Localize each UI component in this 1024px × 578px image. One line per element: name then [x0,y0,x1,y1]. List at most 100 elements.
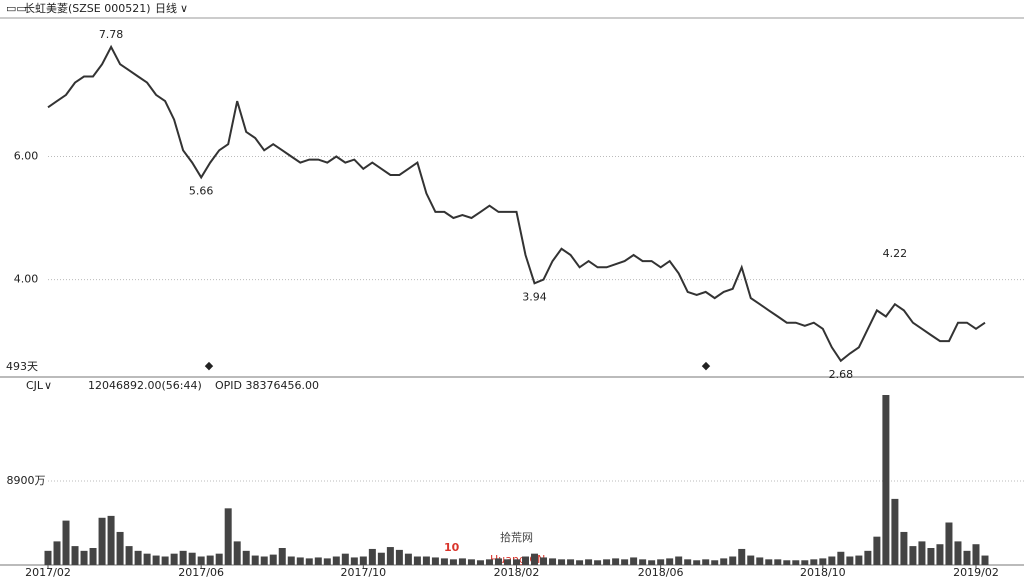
volume-bar [981,555,989,565]
volume-bar [332,556,340,565]
volume-bar [116,531,124,565]
volume-bar [98,517,106,565]
indicator-values: 12046892.00(56:44) [88,379,202,392]
volume-bar [215,553,223,565]
volume-bar [134,550,142,565]
volume-bar [323,558,331,565]
volume-bar [341,553,349,565]
volume-bar [359,556,367,565]
volume-bar [503,559,511,565]
volume-bar [260,556,268,565]
volume-bar [179,550,187,565]
volume-bar [233,541,241,565]
volume-bar [909,546,917,565]
volume-bar [873,536,881,565]
security-name: 长虹美菱(SZSE 000521) [24,2,151,15]
volume-bar [783,560,791,565]
volume-bar [558,559,566,565]
volume-bar [440,558,448,565]
volume-bar [89,548,97,565]
volume-bar [900,531,908,565]
marker: ◆ [702,359,711,372]
volume-bar [666,558,674,565]
volume-bar [954,541,962,565]
volume-bar [188,552,196,565]
volume-bar [864,550,872,565]
y-tick-label: 6.00 [14,149,39,162]
volume-bar [711,560,719,565]
volume-bar [170,553,178,565]
extreme-label: 4.22 [883,247,908,260]
volume-bar [107,515,115,565]
volume-bar [449,559,457,565]
volume-bar [630,557,638,565]
volume-bar [350,557,358,565]
dropdown-arrow[interactable]: ∨ [180,2,188,15]
volume-bar [882,395,890,565]
indicator-name[interactable]: CJL [26,379,44,392]
volume-bar [963,550,971,565]
volume-bar [810,559,818,565]
marker: ◆ [205,359,214,372]
volume-bar [413,556,421,565]
volume-bar [972,544,980,565]
extreme-label: 3.94 [522,290,547,303]
volume-bar [242,550,250,565]
volume-bar [531,553,539,565]
volume-bar [395,549,403,565]
volume-bar [837,551,845,565]
volume-bar [287,556,295,565]
volume-bar [945,522,953,565]
period-selector[interactable]: 日线 [155,1,177,15]
volume-bar [927,548,935,565]
volume-bar [305,558,313,565]
volume-bar [828,556,836,565]
watermark-cn: 拾荒网 [500,530,533,544]
extreme-label: 5.66 [189,184,214,197]
volume-bar [918,541,926,565]
volume-bar [675,556,683,565]
volume-bar [314,557,322,565]
x-tick-label: 2018/02 [494,566,540,578]
dropdown-arrow[interactable]: ∨ [44,379,52,392]
volume-bar [206,555,214,565]
extreme-label: 2.68 [829,368,854,381]
volume-bar [720,558,728,565]
price-line [47,44,986,363]
volume-bar [576,560,584,565]
volume-bar [386,547,394,565]
volume-bar [522,556,530,565]
volume-bar [594,560,602,565]
volume-bar [44,550,52,565]
x-tick-label: 2018/10 [800,566,846,578]
volume-bar [585,559,593,565]
volume-bar [792,560,800,565]
volume-bar [747,555,755,565]
volume-bar [846,556,854,565]
day-count: 493天 [6,360,38,373]
volume-bar [621,559,629,565]
volume-bar [765,559,773,565]
volume-bar [819,558,827,565]
volume-bar [648,560,656,565]
x-tick-label: 2019/02 [953,566,999,578]
volume-bar [125,546,133,565]
volume-bar [513,559,520,565]
volume-bar [801,560,809,565]
y-tick-label: 8900万 [7,474,46,487]
x-tick-label: 2017/02 [25,566,71,578]
volume-bar [485,559,493,565]
volume-bar [161,556,169,565]
volume-bar [639,559,647,565]
chart-icon[interactable]: ▭▭ [6,2,27,15]
volume-bar [936,544,944,565]
watermark-logo: 10 [444,541,460,554]
volume-bar [774,559,782,565]
volume-bar [197,556,205,565]
volume-bar [53,541,61,565]
volume-bar [80,550,88,565]
volume-bar [476,560,484,565]
volume-bar [278,548,286,565]
